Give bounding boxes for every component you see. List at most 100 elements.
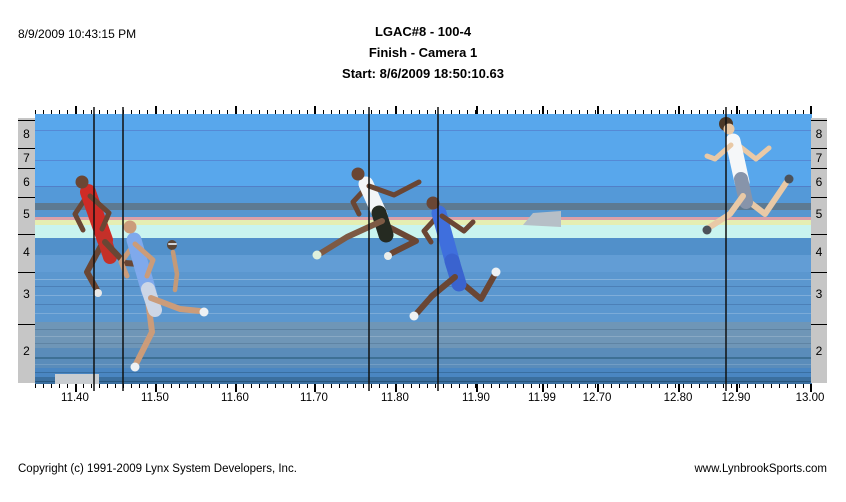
time-label: 11.60 [221,392,249,404]
lane-scale-left: 8 7 6 5 4 3 2 [18,118,35,383]
runner-part [87,193,112,232]
minor-tick [131,384,132,388]
minor-tick [203,384,204,388]
minor-tick [779,384,780,388]
minor-tick [107,384,108,388]
minor-tick [219,110,220,114]
background-band [35,368,812,377]
major-tick [235,106,237,114]
minor-tick [347,110,348,114]
minor-tick [795,110,796,114]
runner-part [199,307,209,317]
lane-number: 3 [815,287,823,301]
minor-tick [611,384,612,388]
runner-part [130,362,140,372]
minor-tick [171,110,172,114]
runner-part [735,142,772,162]
finish-hash-line [437,107,439,391]
minor-tick [659,384,660,388]
time-axis-ticks-bottom [35,384,812,392]
time-axis-ticks-top [35,106,812,114]
minor-tick [683,384,684,388]
minor-tick [555,110,556,114]
minor-tick [347,384,348,388]
streak-line [35,130,812,131]
minor-tick [115,384,116,388]
runner-part [123,220,137,234]
minor-tick [203,110,204,114]
minor-tick [675,110,676,114]
minor-tick [275,110,276,114]
streak-line [35,357,812,359]
minor-tick [747,384,748,388]
lane-scale-right: 8 7 6 5 4 3 2 [811,118,827,383]
minor-tick [683,110,684,114]
minor-tick [435,384,436,388]
minor-tick [371,384,372,388]
minor-tick [515,384,516,388]
background-band [35,217,812,220]
minor-tick [499,110,500,114]
copyright-text: Copyright (c) 1991-2009 Lynx System Deve… [18,463,297,475]
minor-tick [635,384,636,388]
minor-tick [443,384,444,388]
minor-tick [67,384,68,388]
runner-part [444,253,467,292]
runner-part [491,267,501,277]
lane-number: 5 [23,207,30,221]
minor-tick [163,110,164,114]
lane-number: 4 [815,245,823,259]
finish-hash-line [368,107,370,391]
streak-line [35,295,812,296]
minor-tick [267,110,268,114]
time-label: 12.80 [663,392,693,404]
lane-boundary-line [18,324,35,325]
minor-tick [723,384,724,388]
minor-tick [571,384,572,388]
runner-part [426,196,440,210]
minor-tick [707,384,708,388]
gray-patch-bottom-left [55,374,99,384]
minor-tick [515,110,516,114]
major-tick [75,106,77,114]
major-tick [597,106,599,114]
minor-tick [731,110,732,114]
minor-tick [283,110,284,114]
minor-tick [499,384,500,388]
major-tick [75,384,77,392]
minor-tick [555,384,556,388]
runner-part [414,274,458,316]
minor-tick [523,110,524,114]
lane-boundary-line [18,168,35,169]
major-tick [736,106,738,114]
minor-tick [467,110,468,114]
minor-tick [163,384,164,388]
minor-tick [763,110,764,114]
minor-tick [795,384,796,388]
lane-number: 8 [23,127,30,141]
time-label: 13.00 [795,392,825,404]
background-band [35,255,812,272]
runner-part [312,250,322,260]
time-label: 11.90 [462,392,490,404]
minor-tick [483,110,484,114]
minor-tick [483,384,484,388]
streak-line [35,364,812,365]
minor-tick [803,384,804,388]
minor-tick [35,110,36,114]
background-band [35,348,812,368]
minor-tick [59,110,60,114]
minor-tick [131,110,132,114]
lane-number: 8 [815,127,823,141]
runner-part [132,241,156,279]
minor-tick [323,384,324,388]
minor-tick [275,384,276,388]
minor-tick [51,110,52,114]
minor-tick [635,110,636,114]
minor-tick [99,384,100,388]
lane-number: 7 [23,151,30,165]
minor-tick [363,384,364,388]
runner-part [707,193,746,230]
minor-tick [547,110,548,114]
lane-number: 3 [23,287,30,301]
